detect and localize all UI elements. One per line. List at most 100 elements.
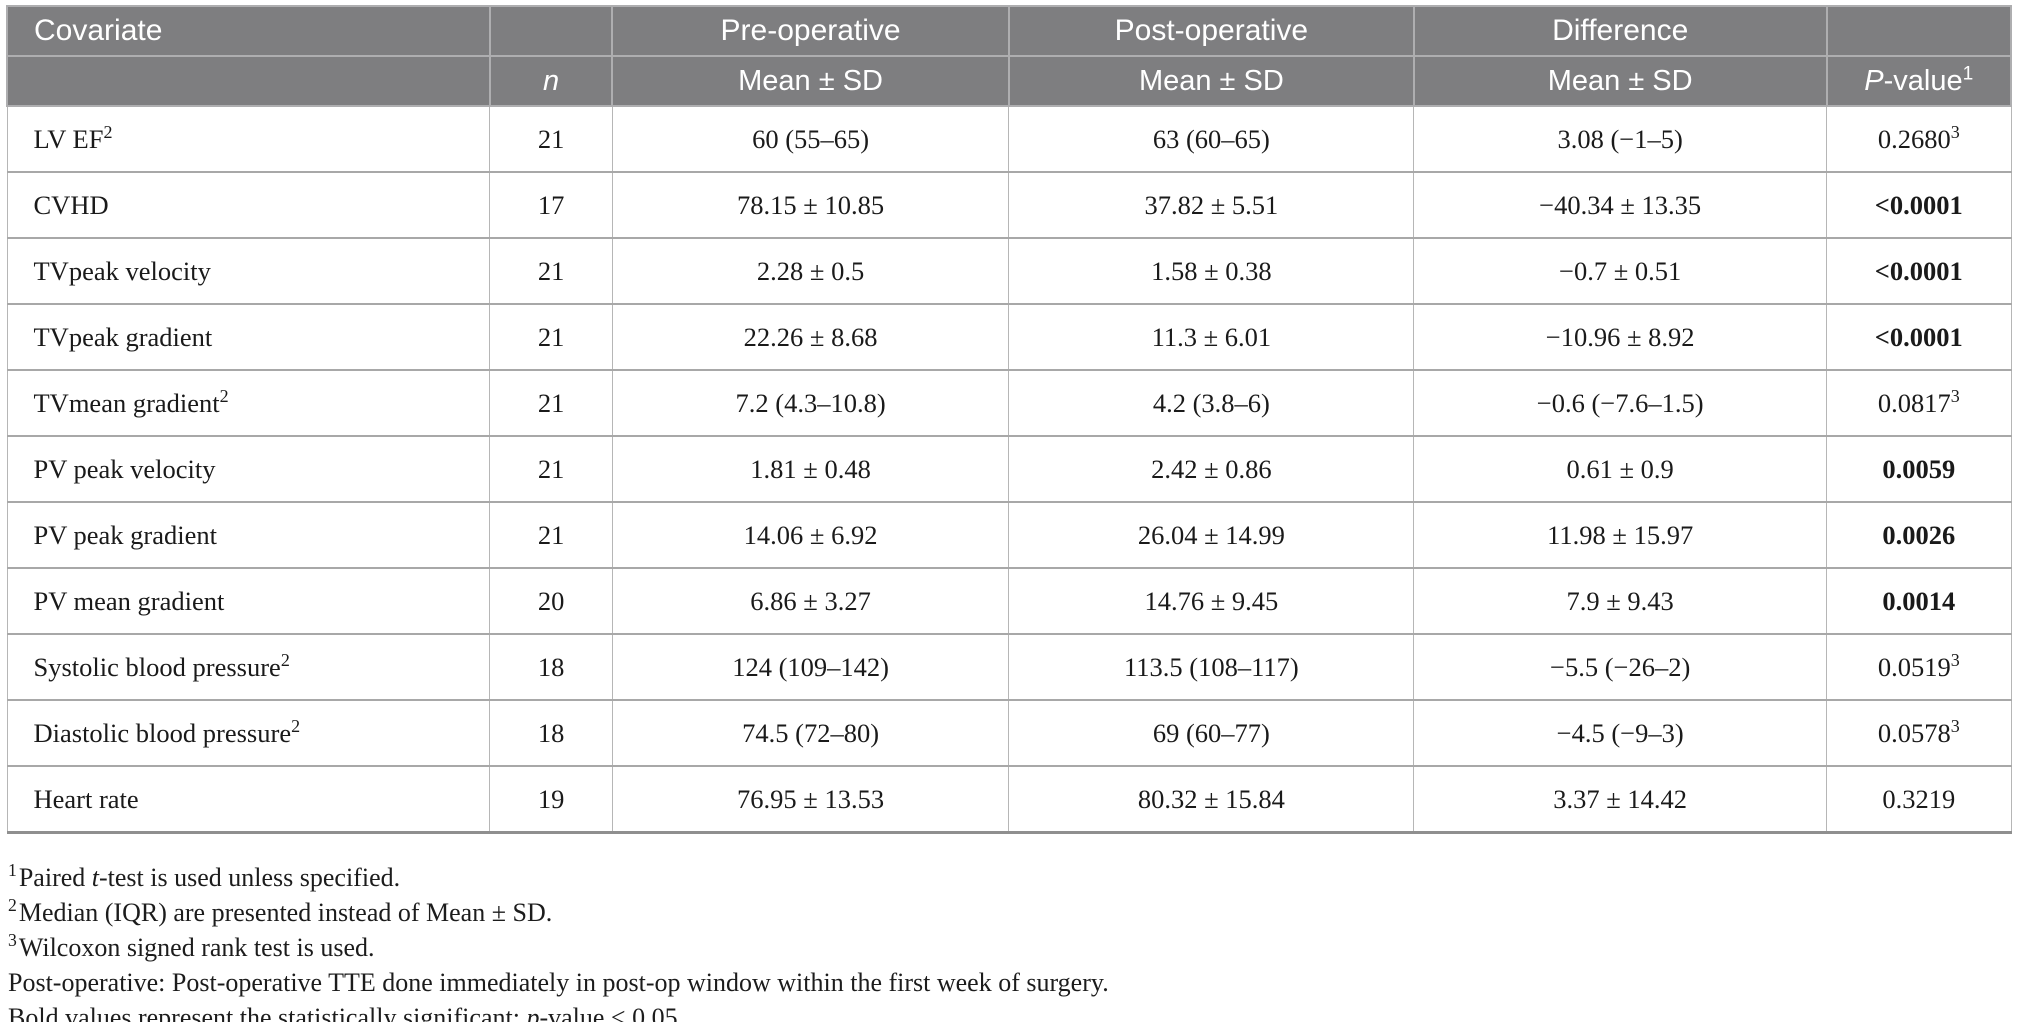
p-value: 0.3219	[1882, 783, 1956, 814]
covariate-cell: TVpeak velocity	[6, 237, 491, 305]
difference-cell: −0.7 ± 0.51	[1413, 237, 1828, 305]
p-value-cell: <0.0001	[1826, 171, 2012, 239]
covariate-label: TVpeak gradient	[33, 321, 213, 352]
postoperative-cell: 26.04 ± 14.99	[1008, 501, 1415, 569]
covariate-superscript: 2	[219, 385, 229, 406]
covariate-label: LV EF	[33, 123, 104, 154]
covariate-label: TVmean gradient	[33, 387, 220, 418]
footnote-text: Paired	[18, 863, 92, 892]
n-cell: 21	[489, 237, 613, 305]
preoperative-cell: 74.5 (72–80)	[611, 699, 1010, 767]
footnote-text: Median (IQR) are presented instead of Me…	[18, 898, 553, 927]
covariate-cell: PV peak velocity	[6, 435, 491, 503]
covariate-label: Systolic blood pressure	[33, 651, 281, 682]
table-header: Covariate Pre-operative Post-operative D…	[6, 5, 2013, 107]
p-value-superscript: 3	[1950, 649, 1960, 670]
p-value-superscript: 3	[1950, 385, 1960, 406]
table-row: TVpeak velocity 21 2.28 ± 0.5 1.58 ± 0.3…	[6, 237, 2012, 305]
covariate-cell: PV mean gradient	[6, 567, 491, 635]
covariate-cell: TVmean gradient2	[6, 369, 491, 437]
p-value-cell: 0.3219	[1826, 765, 2012, 834]
postoperative-cell: 63 (60–65)	[1008, 105, 1415, 173]
p-value-cell: 0.0026	[1826, 501, 2012, 569]
covariate-label: Heart rate	[33, 783, 139, 814]
p-value-cell: <0.0001	[1826, 303, 2012, 371]
footnote-text: -value < 0.05.	[539, 1003, 685, 1022]
p-value: 0.0026	[1882, 519, 1956, 550]
postoperative-cell: 2.42 ± 0.86	[1008, 435, 1415, 503]
p-value: 0.0014	[1882, 585, 1956, 616]
p-value-cell: 0.08173	[1826, 369, 2012, 437]
covariate-superscript: 2	[103, 121, 113, 142]
header-postoperative: Post-operative	[1007, 5, 1415, 57]
p-value: <0.0001	[1874, 189, 1963, 220]
header-row-groups: Covariate Pre-operative Post-operative D…	[6, 5, 2013, 57]
covariate-label: CVHD	[33, 189, 109, 220]
header-diff-mean-sd: Mean ± SD	[1412, 55, 1828, 107]
covariate-cell: Heart rate	[6, 765, 491, 834]
footnote-superscript: 1	[8, 860, 17, 881]
footnote-text: Wilcoxon signed rank test is used.	[18, 933, 375, 962]
table-row: TVpeak gradient 21 22.26 ± 8.68 11.3 ± 6…	[6, 303, 2012, 371]
header-post-mean-sd: Mean ± SD	[1007, 55, 1415, 107]
covariate-label: PV mean gradient	[33, 585, 225, 616]
footnote-median-iqr: 2Median (IQR) are presented instead of M…	[8, 895, 2018, 930]
p-value-header-superscript: 1	[1962, 62, 1974, 84]
table-body: LV EF2 21 60 (55–65) 63 (60–65) 3.08 (−1…	[6, 105, 2012, 834]
covariate-cell: Systolic blood pressure2	[6, 633, 491, 701]
postoperative-cell: 4.2 (3.8–6)	[1008, 369, 1415, 437]
p-value-superscript: 3	[1950, 715, 1960, 736]
preoperative-cell: 76.95 ± 13.53	[611, 765, 1010, 834]
header-row-measures: n Mean ± SD Mean ± SD Mean ± SD P-value1	[6, 55, 2013, 107]
p-value-cell: 0.0014	[1826, 567, 2012, 635]
preoperative-cell: 124 (109–142)	[611, 633, 1010, 701]
footnotes: 1Paired t-test is used unless specified.…	[8, 860, 2018, 1022]
difference-cell: 3.08 (−1–5)	[1413, 105, 1828, 173]
difference-cell: 0.61 ± 0.9	[1413, 435, 1828, 503]
footnote-text: Bold values represent the statistically …	[8, 1003, 527, 1022]
p-value-cell: 0.05193	[1826, 633, 2012, 701]
covariate-cell: TVpeak gradient	[6, 303, 491, 371]
p-value: <0.0001	[1874, 255, 1963, 286]
postoperative-cell: 14.76 ± 9.45	[1008, 567, 1415, 635]
n-cell: 21	[489, 303, 613, 371]
header-empty-n	[488, 5, 614, 57]
covariate-label: PV peak gradient	[33, 519, 218, 550]
header-empty-p	[1825, 5, 2013, 57]
p-value-cell: <0.0001	[1826, 237, 2012, 305]
p-value: <0.0001	[1874, 321, 1963, 352]
p-value: 0.0059	[1882, 453, 1956, 484]
p-value: 0.2680	[1877, 123, 1951, 154]
footnote-paired-t-test: 1Paired t-test is used unless specified.	[8, 860, 2018, 895]
n-cell: 19	[489, 765, 613, 834]
postoperative-cell: 80.32 ± 15.84	[1008, 765, 1415, 834]
preoperative-cell: 7.2 (4.3–10.8)	[611, 369, 1010, 437]
p-value-cell: 0.26803	[1826, 105, 2012, 173]
covariate-superscript: 2	[280, 649, 290, 670]
table-row: TVmean gradient2 21 7.2 (4.3–10.8) 4.2 (…	[6, 369, 2012, 437]
difference-cell: 11.98 ± 15.97	[1413, 501, 1828, 569]
header-p-value: P-value1	[1825, 55, 2013, 107]
footnote-postoperative-tte: Post-operative: Post-operative TTE done …	[8, 965, 2018, 1000]
n-cell: 21	[489, 369, 613, 437]
covariate-superscript: 2	[291, 715, 301, 736]
preoperative-cell: 14.06 ± 6.92	[611, 501, 1010, 569]
footnote-italic: p	[526, 1003, 540, 1022]
table-row: Diastolic blood pressure2 18 74.5 (72–80…	[6, 699, 2012, 767]
preoperative-cell: 1.81 ± 0.48	[611, 435, 1010, 503]
footnote-text: -test is used unless specified.	[99, 863, 401, 892]
n-cell: 17	[489, 171, 613, 239]
footnote-superscript: 3	[8, 930, 17, 951]
covariate-label: TVpeak velocity	[33, 255, 211, 286]
covariate-label: PV peak velocity	[33, 453, 216, 484]
n-cell: 20	[489, 567, 613, 635]
n-cell: 18	[489, 699, 613, 767]
preoperative-cell: 22.26 ± 8.68	[611, 303, 1010, 371]
table-row: CVHD 17 78.15 ± 10.85 37.82 ± 5.51 −40.3…	[6, 171, 2012, 239]
difference-cell: −5.5 (−26–2)	[1413, 633, 1828, 701]
preoperative-cell: 2.28 ± 0.5	[611, 237, 1010, 305]
postoperative-cell: 113.5 (108–117)	[1008, 633, 1415, 701]
header-n: n	[488, 55, 614, 107]
difference-cell: −0.6 (−7.6–1.5)	[1413, 369, 1828, 437]
